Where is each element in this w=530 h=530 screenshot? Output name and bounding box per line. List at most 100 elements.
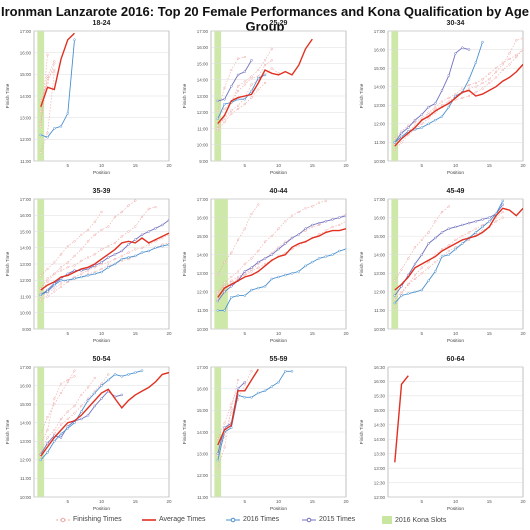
finishing-point — [53, 287, 56, 290]
point-2015 — [93, 404, 97, 408]
y-tick-label: 9:00 — [22, 327, 31, 332]
point-2016 — [454, 247, 457, 251]
x-tick-label: 10 — [99, 331, 105, 336]
finishing-point — [474, 227, 477, 230]
chart-30-34: 30-34 10:00 11:00 12:00 13:00 14:00 15:00 16:00… — [359, 20, 526, 176]
finishing-point — [66, 380, 69, 384]
y-tick-label: 10:00 — [197, 327, 209, 332]
point-2016 — [161, 244, 164, 248]
point-2015 — [427, 242, 430, 245]
finishing-point — [467, 238, 471, 242]
x-tick-label: 15 — [487, 331, 493, 336]
point-2015 — [407, 126, 410, 129]
y-tick-label: 14:00 — [374, 85, 386, 90]
finishing-point — [230, 402, 233, 405]
chart-60-64: 60-64 12:00 12:30 13:00 13:30 14:00 14:30 15:00… — [359, 356, 526, 512]
x-tick-label: 5 — [420, 163, 423, 168]
finishing-point — [93, 253, 96, 256]
finishing-point — [93, 233, 96, 236]
finishing-point — [230, 407, 233, 410]
finishing-point — [400, 290, 403, 294]
finishing-point — [440, 100, 444, 103]
point-2015 — [257, 260, 260, 264]
point-2016 — [400, 294, 403, 297]
finishing-point — [250, 83, 253, 86]
finishing-point — [93, 220, 96, 223]
line-average — [217, 368, 259, 446]
y-tick-label: 11:00 — [20, 476, 31, 481]
finishing-point — [304, 207, 307, 210]
y-tick-label: 17:00 — [374, 197, 386, 202]
finishing-point — [243, 55, 246, 59]
y-tick-label: 17:00 — [197, 29, 209, 34]
finishing-point — [59, 269, 63, 272]
y-tick-label: 12:00 — [374, 122, 386, 127]
y-tick-label: 13:00 — [374, 271, 386, 276]
finishing-point — [501, 210, 504, 214]
x-tick-label: 20 — [166, 163, 172, 168]
y-tick-label: 10:00 — [197, 143, 209, 148]
line-average — [217, 228, 346, 298]
finishing-point — [66, 417, 69, 421]
finishing-point — [427, 231, 430, 234]
y-axis-label: Finish Time — [5, 83, 11, 108]
x-tick-label: 20 — [520, 163, 526, 168]
finishing-point — [393, 298, 396, 301]
finishing-point — [317, 201, 321, 204]
finishing-point — [434, 253, 437, 256]
finishing-point — [420, 122, 423, 126]
finishing-point — [270, 59, 273, 62]
legend-finishing-label: Finishing Times — [73, 516, 122, 523]
point-2016 — [311, 260, 314, 264]
y-tick-label: 14:00 — [20, 246, 32, 251]
y-tick-label: 15:30 — [374, 394, 386, 399]
finishing-point — [230, 68, 233, 72]
finishing-point — [236, 57, 240, 60]
finishing-point — [53, 261, 56, 264]
finishing-point — [400, 141, 403, 144]
finishing-point — [73, 375, 76, 378]
y-tick-label: 13:30 — [374, 451, 386, 456]
y-tick-label: 13:00 — [197, 94, 209, 99]
x-tick-label: 10 — [276, 331, 282, 336]
line-average — [394, 207, 523, 291]
point-2016 — [420, 288, 424, 292]
finishing-point — [73, 240, 76, 243]
point-2016 — [331, 253, 334, 256]
point-2015 — [434, 236, 437, 240]
y-tick-label: 15:00 — [20, 72, 32, 77]
y-tick-label: 16:00 — [20, 383, 32, 388]
finishing-point — [344, 212, 346, 216]
point-2016 — [236, 294, 240, 297]
point-2015 — [413, 262, 417, 266]
y-tick-label: 14:00 — [20, 421, 32, 426]
x-tick-label: 15 — [133, 499, 139, 504]
finishing-point — [53, 68, 56, 72]
legend-finishing: Finishing Times — [56, 516, 122, 523]
point-2016 — [474, 231, 478, 234]
plot-area — [387, 198, 524, 330]
finishing-point — [413, 246, 417, 249]
point-2016 — [46, 135, 49, 139]
finishing-point — [420, 117, 423, 120]
point-2015 — [236, 73, 240, 77]
point-2016 — [434, 270, 437, 273]
finishing-point — [80, 393, 83, 397]
finishing-point — [488, 78, 491, 81]
finishing-point — [515, 53, 518, 57]
finishing-point — [454, 92, 457, 96]
point-2016 — [467, 78, 471, 81]
point-2015 — [304, 227, 307, 230]
finishing-point — [100, 267, 103, 271]
point-2016 — [317, 257, 321, 260]
plot-marks — [216, 199, 346, 312]
finishing-point — [53, 402, 56, 406]
x-tick-label: 10 — [453, 331, 459, 336]
y-tick-label: 12:00 — [20, 458, 32, 463]
point-2015 — [216, 99, 220, 103]
y-tick-label: 14:00 — [197, 253, 209, 258]
point-2016 — [134, 254, 137, 258]
x-tick-label: 5 — [66, 163, 69, 168]
finishing-point — [46, 277, 49, 280]
finishing-point — [474, 233, 477, 236]
